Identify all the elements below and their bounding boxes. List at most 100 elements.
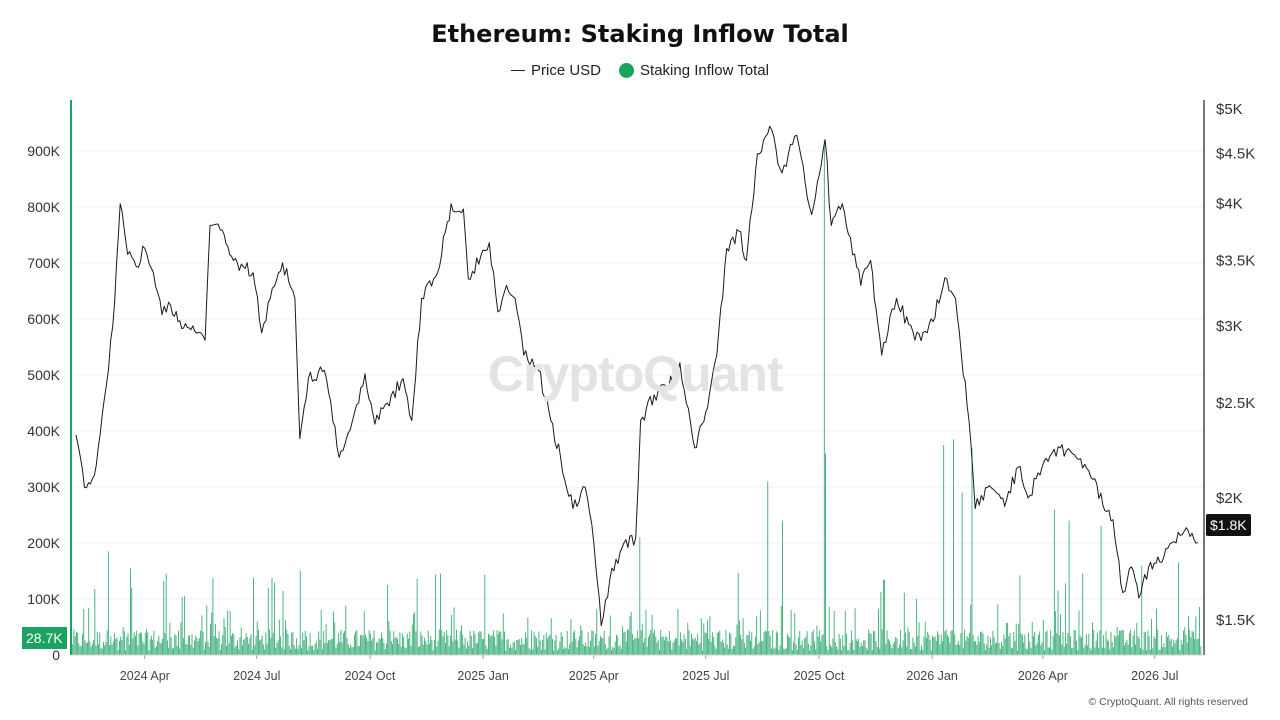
inflow-bar (331, 638, 333, 655)
inflow-bar (964, 629, 966, 655)
inflow-bar (130, 568, 131, 655)
inflow-bar (218, 631, 220, 655)
x-tick-label: 2024 Apr (120, 669, 170, 683)
inflow-bar (358, 646, 360, 655)
inflow-bar (181, 597, 183, 655)
inflow-bar (791, 650, 793, 655)
inflow-bar (1144, 632, 1146, 655)
inflow-bar (152, 640, 154, 655)
inflow-bar (607, 647, 609, 655)
y-left-tick-label: 300K (27, 479, 60, 495)
inflow-bar (536, 638, 537, 655)
inflow-bar (365, 634, 366, 655)
inflow-bar (960, 633, 962, 655)
inflow-bar (182, 638, 184, 655)
inflow-bar (210, 624, 211, 655)
inflow-bar (889, 640, 890, 655)
inflow-bar (922, 649, 924, 655)
inflow-bar (484, 574, 486, 655)
inflow-bar (809, 650, 811, 655)
inflow-bar (628, 629, 630, 655)
inflow-bar (184, 596, 186, 655)
inflow-bar (989, 637, 991, 655)
inflow-bar (494, 636, 496, 655)
inflow-bar (245, 633, 247, 655)
inflow-bar (139, 632, 141, 655)
inflow-bar (142, 641, 144, 655)
inflow-bar (1092, 622, 1093, 655)
inflow-bar (643, 642, 644, 655)
inflow-bar (1037, 634, 1039, 655)
inflow-bar (377, 642, 379, 655)
inflow-bar (1153, 636, 1155, 655)
inflow-bar (966, 636, 968, 655)
inflow-bar (697, 634, 699, 655)
inflow-bar (201, 615, 203, 655)
inflow-bar (347, 644, 349, 655)
inflow-bar (718, 632, 719, 655)
inflow-bar (148, 650, 150, 655)
inflow-bar (126, 636, 128, 655)
inflow-bar (180, 622, 182, 655)
inflow-bar (948, 636, 950, 655)
inflow-bar (187, 635, 189, 655)
inflow-bar (256, 621, 258, 655)
inflow-bar (830, 645, 831, 655)
inflow-bar (409, 631, 411, 655)
inflow-bar (287, 633, 289, 655)
inflow-bar (727, 648, 729, 655)
inflow-bar (179, 648, 181, 655)
legend-item-staking-inflow[interactable]: Staking Inflow Total (619, 62, 769, 79)
inflow-bar (425, 641, 427, 655)
inflow-bar (109, 645, 111, 655)
inflow-bar (742, 618, 744, 655)
inflow-bar (234, 647, 236, 655)
inflow-bar (972, 635, 974, 655)
inflow-bar (766, 631, 767, 655)
inflow-bar (404, 647, 406, 655)
inflow-bar (665, 636, 667, 655)
y-right-tick-label: $3K (1216, 318, 1243, 335)
inflow-bar (751, 632, 753, 655)
inflow-bar (878, 608, 879, 655)
inflow-bar (862, 646, 863, 655)
inflow-bar (153, 630, 155, 655)
inflow-bar (85, 642, 87, 655)
inflow-bar (793, 641, 795, 655)
inflow-bar (1112, 647, 1114, 655)
inflow-bar (1151, 618, 1153, 655)
inflow-bar (1189, 629, 1191, 655)
inflow-bar (1060, 614, 1061, 655)
inflow-bar (986, 644, 988, 655)
inflow-bar (1067, 633, 1069, 655)
inflow-bar (232, 632, 234, 655)
inflow-bar (238, 649, 240, 655)
inflow-bar (772, 630, 774, 655)
inflow-bar (1147, 630, 1149, 655)
inflow-bar (239, 637, 241, 655)
inflow-bar (242, 645, 243, 655)
inflow-bar (133, 632, 135, 655)
inflow-bar (1026, 649, 1028, 655)
inflow-bar (1156, 608, 1157, 655)
inflow-bar (336, 643, 338, 655)
inflow-bar (99, 632, 101, 655)
inflow-bar (335, 647, 337, 655)
inflow-bar (732, 645, 734, 655)
inflow-bar (452, 641, 454, 655)
inflow-bar (371, 640, 373, 655)
inflow-bar (698, 644, 700, 655)
inflow-bar (670, 641, 672, 655)
inflow-bar (198, 637, 200, 655)
inflow-bar (752, 648, 754, 655)
inflow-bar (175, 635, 177, 655)
inflow-bar (1121, 629, 1123, 655)
inflow-bar (702, 650, 703, 655)
inflow-bar (196, 638, 198, 655)
inflow-bar (761, 641, 763, 655)
inflow-bar (89, 641, 91, 655)
inflow-bar (996, 642, 998, 655)
inflow-bar (844, 610, 846, 655)
legend-item-price[interactable]: Price USD (511, 62, 601, 79)
inflow-bar (949, 642, 951, 655)
